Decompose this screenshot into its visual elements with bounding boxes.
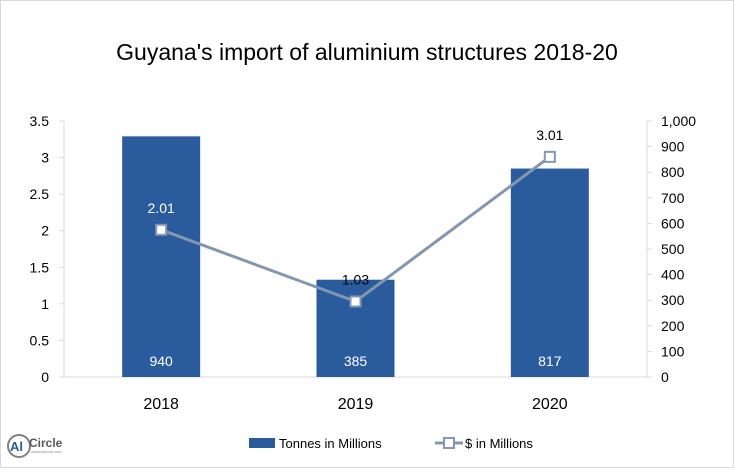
left-tick-label: 2.5 [30,186,50,202]
left-tick-label: 1 [41,296,49,312]
line-data-labels: 2.01 1.03 3.01 [148,127,564,288]
right-tick-label: 400 [661,267,685,283]
line-data-label: 2.01 [148,200,175,216]
category-label: 2019 [338,396,374,413]
right-tick-label: 100 [661,343,685,359]
right-tick-label: 1,000 [661,113,696,129]
line-point-marker [543,150,556,163]
left-axis-ticks: 0 0.5 1 1.5 2 2.5 3 3.5 [30,113,64,385]
left-tick-label: 1.5 [30,259,50,275]
line-data-label: 3.01 [536,127,563,143]
logo-ring-icon [7,434,31,458]
right-tick-label: 200 [661,318,685,334]
left-tick-label: 3 [41,150,49,166]
bar-data-label: 817 [538,353,562,369]
line-point-marker [349,295,362,308]
logo-al: Al [10,439,23,454]
left-tick-label: 3.5 [30,113,50,129]
category-label: 2020 [532,396,568,413]
chart-title: Guyana's import of aluminium structures … [116,39,618,65]
line-data-label: 1.03 [342,271,369,287]
legend: Tonnes in Millions $ in Millions [249,436,533,451]
bar-data-labels: 940 385 817 [149,353,561,369]
right-tick-label: 500 [661,241,685,257]
logo-url: www.alcircle.com [31,449,62,454]
bar [122,136,201,377]
category-label: 2018 [143,396,179,413]
right-tick-label: 700 [661,190,685,206]
legend-line-label: $ in Millions [465,436,533,451]
bar-data-label: 940 [149,353,173,369]
legend-bar-swatch [249,438,275,448]
right-tick-label: 800 [661,164,685,180]
right-tick-label: 0 [661,369,669,385]
right-axis-ticks: 0 100 200 300 400 500 600 700 800 900 1,000 [647,113,696,385]
logo-circle-text: Circle [29,436,63,450]
right-tick-label: 900 [661,139,685,155]
alcircle-logo: Al Circle www.alcircle.com [7,434,63,458]
category-labels: 2018 2019 2020 [143,396,567,413]
left-tick-label: 0 [41,369,49,385]
line-series [155,150,556,308]
left-tick-label: 2 [41,223,49,239]
right-tick-label: 600 [661,215,685,231]
bar [510,168,589,377]
line-point-marker [155,223,168,236]
legend-bar-label: Tonnes in Millions [279,436,382,451]
bar-data-label: 385 [344,353,368,369]
right-tick-label: 300 [661,292,685,308]
legend-line-marker [443,437,455,449]
left-tick-label: 0.5 [30,332,50,348]
bar-series [122,136,589,377]
